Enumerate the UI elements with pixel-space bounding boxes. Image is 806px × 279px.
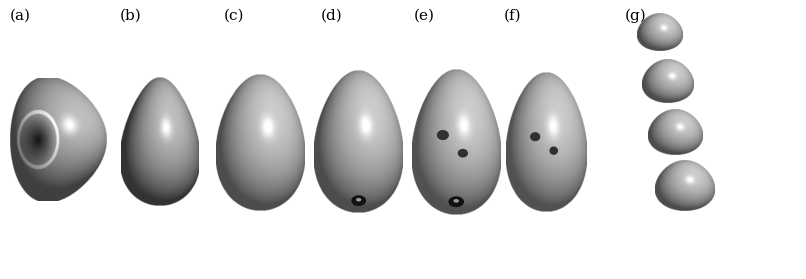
Polygon shape — [449, 197, 463, 206]
Text: (b): (b) — [119, 8, 141, 22]
Polygon shape — [357, 199, 360, 201]
Text: (d): (d) — [321, 8, 343, 22]
Text: (f): (f) — [504, 8, 521, 22]
Text: (g): (g) — [625, 8, 646, 23]
Polygon shape — [454, 200, 459, 202]
Text: (a): (a) — [10, 8, 31, 22]
Polygon shape — [438, 131, 448, 140]
Text: (e): (e) — [413, 8, 434, 22]
Text: (c): (c) — [224, 8, 244, 22]
Polygon shape — [459, 150, 467, 157]
Polygon shape — [531, 133, 540, 141]
Polygon shape — [352, 196, 365, 205]
Polygon shape — [550, 147, 558, 154]
